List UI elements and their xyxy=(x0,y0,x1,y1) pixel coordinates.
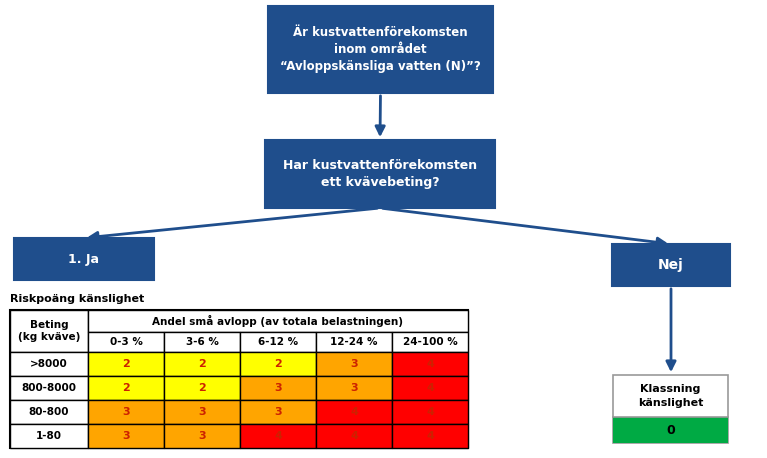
Bar xyxy=(316,332,392,352)
Bar xyxy=(10,352,88,376)
Bar xyxy=(392,424,468,448)
Bar xyxy=(613,417,728,443)
Text: Riskpoäng känslighet: Riskpoäng känslighet xyxy=(10,294,144,304)
Text: 4: 4 xyxy=(274,431,282,441)
Text: 3: 3 xyxy=(198,431,206,441)
FancyBboxPatch shape xyxy=(612,244,730,286)
Bar xyxy=(164,400,240,424)
Text: 24-100 %: 24-100 % xyxy=(403,337,457,347)
Text: >8000: >8000 xyxy=(30,359,67,369)
Text: Är kustvattenförekomsten
inom området
“Avloppskänsliga vatten (N)”?: Är kustvattenförekomsten inom området “A… xyxy=(280,26,481,73)
Text: Har kustvattenförekomsten
ett kvävebeting?: Har kustvattenförekomsten ett kvävebetin… xyxy=(283,159,477,189)
Bar xyxy=(392,376,468,400)
Text: 2: 2 xyxy=(198,359,206,369)
Text: 3: 3 xyxy=(198,407,206,417)
Text: Beting
(kg kväve): Beting (kg kväve) xyxy=(18,320,81,342)
Bar xyxy=(316,352,392,376)
Bar xyxy=(88,376,164,400)
Bar xyxy=(240,352,316,376)
Bar xyxy=(88,310,468,332)
Bar xyxy=(316,400,392,424)
Text: 3: 3 xyxy=(351,359,358,369)
Text: 2: 2 xyxy=(122,359,130,369)
Text: 4: 4 xyxy=(426,407,434,417)
FancyBboxPatch shape xyxy=(265,140,495,208)
Text: 3: 3 xyxy=(351,383,358,393)
Text: 12-24 %: 12-24 % xyxy=(331,337,378,347)
Bar xyxy=(316,424,392,448)
Text: 80-800: 80-800 xyxy=(28,407,69,417)
Bar xyxy=(10,310,88,352)
Text: 2: 2 xyxy=(274,359,282,369)
Bar xyxy=(10,310,468,448)
Bar xyxy=(164,424,240,448)
Text: Nej: Nej xyxy=(658,258,684,272)
Text: 3: 3 xyxy=(274,383,281,393)
Text: 4: 4 xyxy=(350,431,358,441)
Text: 6-12 %: 6-12 % xyxy=(258,337,298,347)
Text: 4: 4 xyxy=(426,431,434,441)
Bar xyxy=(10,376,88,400)
Bar xyxy=(10,400,88,424)
Bar xyxy=(88,424,164,448)
Text: Andel små avlopp (av totala belastningen): Andel små avlopp (av totala belastningen… xyxy=(153,315,403,327)
Text: 0-3 %: 0-3 % xyxy=(110,337,143,347)
Bar xyxy=(392,400,468,424)
Bar xyxy=(240,332,316,352)
Bar xyxy=(164,376,240,400)
Bar xyxy=(88,352,164,376)
Bar xyxy=(316,376,392,400)
Text: 2: 2 xyxy=(122,383,130,393)
Text: 800-8000: 800-8000 xyxy=(21,383,77,393)
Text: 1. Ja: 1. Ja xyxy=(68,252,100,266)
Text: 3: 3 xyxy=(122,407,130,417)
Text: 4: 4 xyxy=(426,383,434,393)
Bar xyxy=(164,352,240,376)
Bar xyxy=(10,424,88,448)
Bar xyxy=(240,376,316,400)
FancyBboxPatch shape xyxy=(268,6,493,93)
Text: 3: 3 xyxy=(122,431,130,441)
Bar xyxy=(88,332,164,352)
Bar xyxy=(240,400,316,424)
Text: 3-6 %: 3-6 % xyxy=(186,337,219,347)
Text: 3: 3 xyxy=(274,407,281,417)
Bar xyxy=(613,375,728,443)
Text: 4: 4 xyxy=(350,407,358,417)
Text: 0: 0 xyxy=(666,424,675,436)
Text: 2: 2 xyxy=(198,383,206,393)
Text: Klassning
känslighet: Klassning känslighet xyxy=(638,384,703,408)
Bar xyxy=(392,352,468,376)
Bar xyxy=(240,424,316,448)
Bar xyxy=(164,332,240,352)
Bar xyxy=(392,332,468,352)
Bar xyxy=(88,400,164,424)
Text: 1-80: 1-80 xyxy=(36,431,62,441)
FancyBboxPatch shape xyxy=(14,238,154,280)
Text: 4: 4 xyxy=(426,359,434,369)
